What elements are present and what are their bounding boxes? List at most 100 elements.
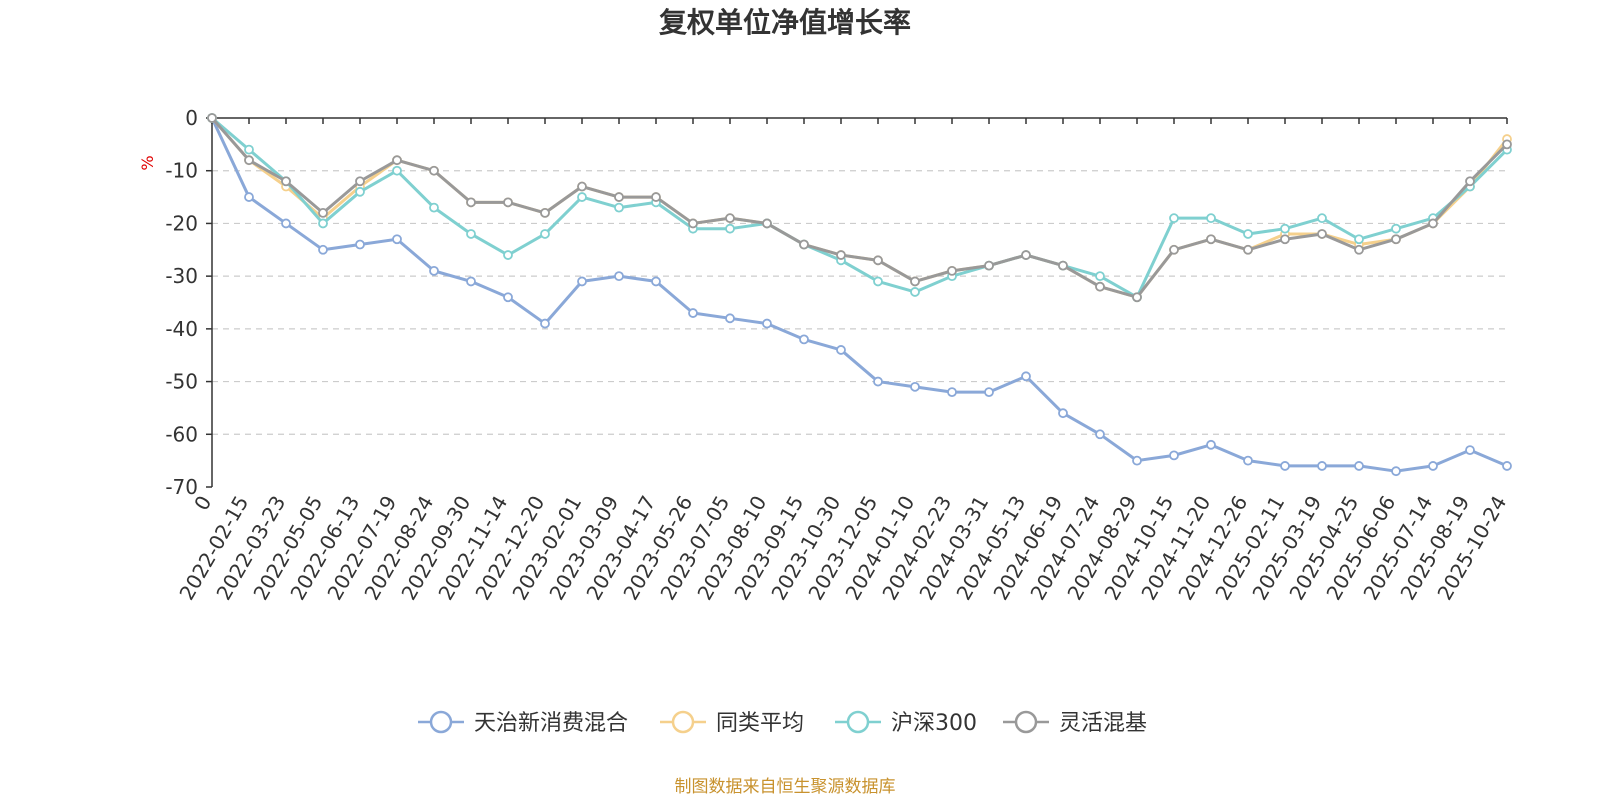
data-point [466,229,476,239]
data-point [1502,139,1512,150]
data-point [1058,260,1068,271]
data-point [873,255,883,266]
data-point [281,176,291,187]
data-point [355,186,365,197]
y-axis-unit: % [138,155,157,170]
data-point [1095,271,1105,282]
legend-marker [671,710,695,734]
legend-label: 天治新消费混合 [474,711,628,736]
y-tick-label: -70 [165,475,198,499]
data-point [836,345,846,355]
data-point [429,202,439,213]
data-point [244,155,254,166]
data-point [1280,461,1290,471]
data-point [873,276,883,287]
data-point [1132,292,1142,303]
y-tick-label: -60 [165,422,198,446]
data-point [540,229,550,239]
data-point [503,292,513,303]
data-point [1391,466,1401,477]
data-point [762,318,772,329]
data-point [577,181,587,192]
data-point [1317,229,1327,239]
legend-item[interactable]: 沪深300 [835,710,977,736]
data-point [429,165,439,176]
data-point [318,207,328,218]
series-4 [207,113,1512,303]
data-point [1280,223,1290,234]
y-tick-label: 0 [185,106,198,130]
data-point [392,234,402,245]
data-point [1206,234,1216,245]
data-point [614,202,624,213]
y-tick-label: -30 [165,264,198,288]
legend-item[interactable]: 灵活混基 [1003,710,1147,736]
legend[interactable]: 天治新消费混合 同类平均 沪深300 灵活混基 [418,710,1147,736]
series-2 [207,113,1512,303]
y-tick-label: -40 [165,317,198,341]
legend-item[interactable]: 天治新消费混合 [418,710,628,736]
data-point [688,308,698,318]
data-point [1354,461,1364,471]
data-point [1317,213,1327,224]
data-point [614,271,624,282]
data-point [1206,439,1216,450]
data-point [1058,408,1068,419]
data-point [466,276,476,287]
data-point [1391,223,1401,234]
data-point [614,192,624,202]
series-line [210,117,1508,473]
series-lines [207,113,1512,477]
data-point [503,197,513,208]
source-note: 制图数据来自恒生聚源数据库 [675,777,896,797]
x-tick-label: 0 [189,492,216,515]
legend-marker [429,710,453,734]
data-point [540,207,550,218]
data-point [910,287,920,297]
data-point [244,192,254,202]
data-point [651,192,661,202]
data-point [1465,445,1475,456]
y-tick-label: -50 [165,370,198,394]
data-point [355,239,365,250]
data-point [1095,429,1105,440]
y-tick-label: -20 [165,211,198,235]
data-point [392,155,402,166]
data-point [466,197,476,208]
data-point [799,334,809,345]
data-point [1021,371,1031,382]
data-point [1354,234,1364,245]
data-point [503,250,513,260]
data-point [392,165,402,176]
data-point [355,176,365,187]
data-point [947,387,957,398]
series-line [210,117,1509,299]
x-axis-ticks: 02022-02-152022-03-232022-05-052022-06-1… [174,118,1511,604]
data-point [244,144,254,155]
data-point [318,218,328,229]
data-point [1428,218,1438,229]
series-1 [207,113,1512,477]
data-point [1132,455,1142,466]
data-point [725,213,735,224]
data-point [281,218,291,229]
data-point [1391,234,1401,245]
data-point [688,218,698,229]
data-point [836,250,846,260]
legend-item[interactable]: 同类平均 [660,710,804,736]
legend-label: 同类平均 [716,711,804,736]
data-point [1243,455,1253,466]
data-point [540,318,550,329]
data-point [1243,244,1253,255]
data-point [873,376,883,387]
chart-title: 复权单位净值增长率 [659,6,911,39]
data-point [910,381,920,392]
y-tick-label: -10 [165,159,198,183]
data-point [1206,213,1216,224]
data-point [910,276,920,287]
data-point [1169,244,1179,255]
data-point [1428,461,1438,471]
data-point [1095,281,1105,292]
data-point [1465,176,1475,187]
